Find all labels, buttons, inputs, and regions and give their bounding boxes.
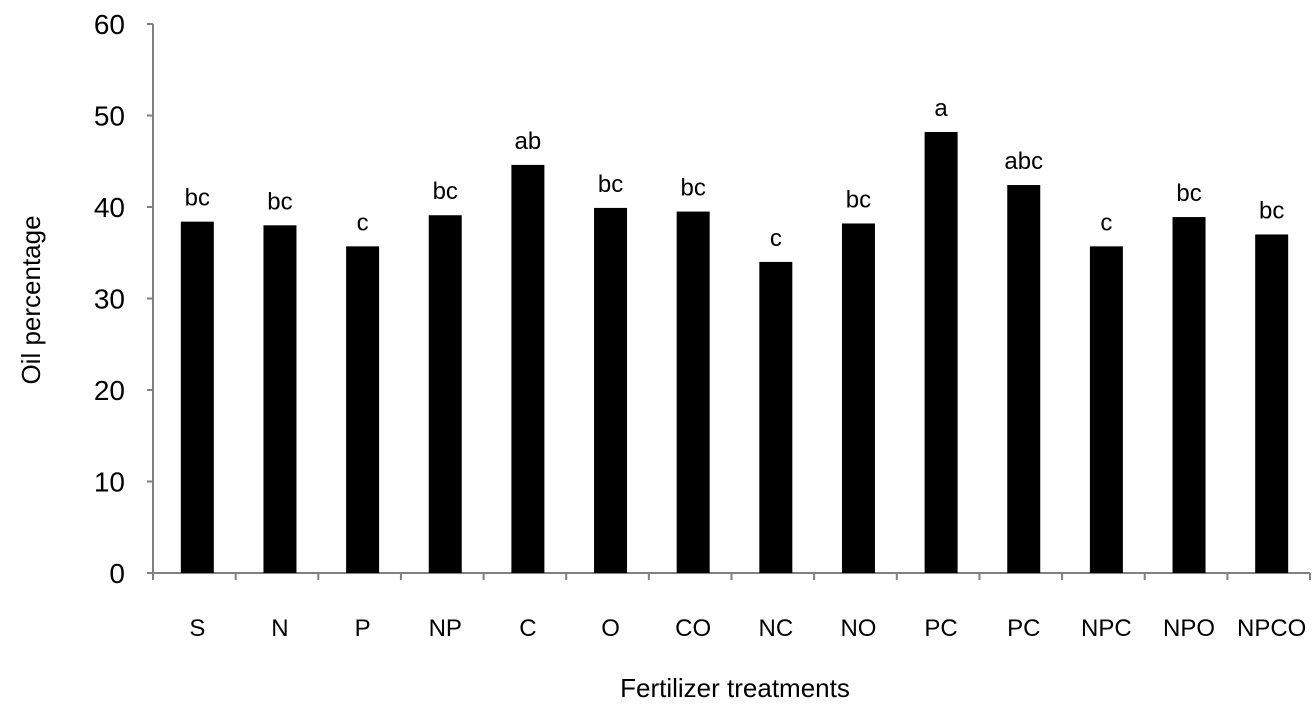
bar-data-label: c [770, 225, 782, 252]
bar [511, 164, 545, 573]
bars [180, 131, 1289, 574]
bar-labels: bc bc c bc ab bc bc c bc a abc c bc bc [185, 95, 1285, 252]
bar [346, 246, 380, 573]
bar-data-label: bc [1176, 180, 1201, 207]
bar-data-label: bc [680, 175, 705, 202]
y-tick-label: 0 [109, 558, 125, 589]
x-axis-title: Fertilizer treatments [620, 673, 850, 703]
x-tick-label: NC [758, 615, 793, 642]
y-tick-label: 20 [94, 375, 125, 406]
x-tick-label: NPC [1081, 615, 1132, 642]
bar-data-label: bc [433, 178, 458, 205]
x-tick-label: S [189, 615, 205, 642]
bar [1007, 185, 1041, 574]
y-tick-label: 10 [94, 467, 125, 498]
x-tick-label: P [355, 615, 371, 642]
y-tick-label: 50 [94, 101, 125, 132]
x-tick-label: C [519, 615, 536, 642]
bar-data-label: bc [267, 188, 292, 215]
bar [180, 221, 214, 573]
bar [676, 211, 710, 573]
y-tick-label: 60 [94, 9, 125, 40]
bar-data-label: c [357, 209, 369, 236]
x-tick-label: PC [924, 615, 957, 642]
bar [1172, 217, 1206, 573]
x-axis: S N P NP C O CO NC NO PC PC NPC NPO NPCO [152, 572, 1311, 642]
bar-data-label: bc [185, 185, 210, 212]
bar-data-label: c [1100, 209, 1112, 236]
y-tick-label: 40 [94, 192, 125, 223]
x-tick-label: N [271, 615, 288, 642]
bar-data-label: a [934, 95, 948, 122]
bar [924, 131, 958, 573]
bar-data-label: bc [1259, 197, 1284, 224]
bar-data-label: bc [598, 171, 623, 198]
bar [594, 207, 628, 574]
x-tick-label: CO [675, 615, 711, 642]
x-tick-label: NO [840, 615, 876, 642]
x-tick-label: NPO [1163, 615, 1215, 642]
x-tick-label: PC [1007, 615, 1040, 642]
y-axis-title: Oil percentage [16, 215, 46, 384]
bar [841, 223, 875, 573]
x-tick-label: O [601, 615, 620, 642]
bar-data-label: ab [515, 128, 542, 155]
bar [263, 225, 297, 574]
bar [1255, 234, 1289, 573]
bar [759, 261, 793, 573]
y-axis: 0 10 20 30 40 50 60 [94, 9, 154, 589]
bar-data-label: abc [1004, 148, 1043, 175]
x-tick-label: NPCO [1237, 615, 1306, 642]
bar-data-label: bc [846, 186, 871, 213]
bar [1089, 246, 1123, 573]
x-tick-label: NP [429, 615, 462, 642]
bar [428, 215, 462, 574]
y-tick-label: 30 [94, 284, 125, 315]
